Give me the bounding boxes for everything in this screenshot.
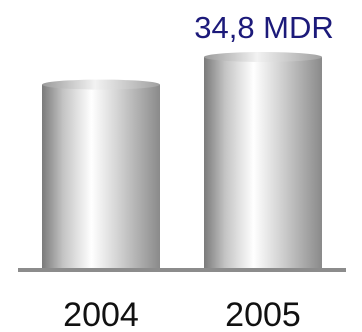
bar-body-2004 [42, 84, 160, 270]
bar-2004 [42, 79, 160, 270]
bar-top-2004 [42, 79, 160, 90]
x-tick-label-2005: 2005 [225, 296, 301, 332]
labels-layer: 2004 2005 34,8 MDR [63, 10, 334, 332]
bar-2005 [204, 52, 322, 270]
bar-body-2005 [204, 57, 322, 270]
x-tick-label-2004: 2004 [63, 296, 139, 332]
bars-layer [42, 52, 322, 270]
bar-top-2005 [204, 52, 322, 62]
data-label-2005: 34,8 MDR [194, 10, 334, 45]
